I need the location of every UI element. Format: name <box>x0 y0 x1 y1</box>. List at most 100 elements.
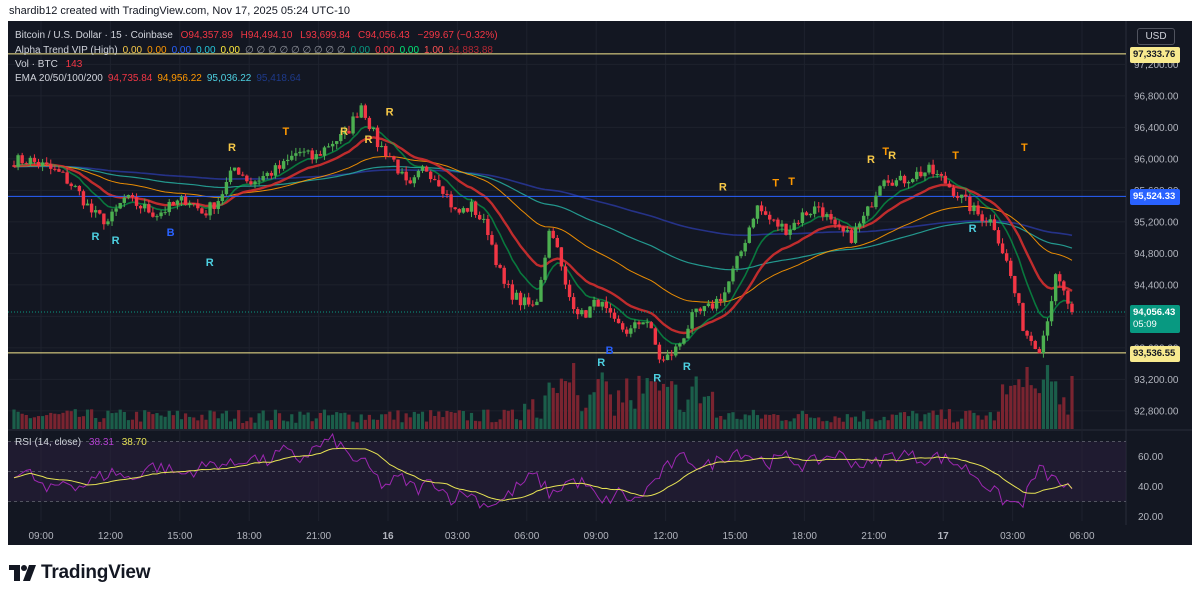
chart-canvas[interactable]: 97,200.0096,800.0096,400.0096,000.0095,6… <box>8 21 1192 545</box>
volume-bar <box>592 392 596 429</box>
candle-body <box>433 179 437 181</box>
volume-bar <box>326 415 331 429</box>
volume-bar <box>298 411 302 429</box>
signal-marker-r: R <box>683 361 691 373</box>
signal-marker-r: R <box>969 223 977 235</box>
candle-body <box>653 328 658 345</box>
candle-body <box>633 322 637 329</box>
legend-rsi[interactable]: RSI (14, close) 38.31 38.70 <box>15 437 152 448</box>
candle-body <box>232 167 237 171</box>
volume-bar <box>1009 385 1013 429</box>
volume-bar <box>1037 393 1041 429</box>
candle-body <box>40 162 45 167</box>
volume-bar <box>400 422 404 429</box>
candle-body <box>588 306 592 318</box>
time-tick-label: 09:00 <box>28 531 53 542</box>
volume-bar <box>890 414 894 429</box>
volume-bar <box>665 386 670 429</box>
candle-body <box>980 214 984 222</box>
ema_values-3: 95,418.64 <box>256 73 301 84</box>
volume-bar <box>392 419 396 429</box>
currency-selector[interactable]: USD <box>1137 28 1175 45</box>
signal-marker-t: T <box>283 126 290 138</box>
alpha-trend-name[interactable]: Alpha Trend VIP (High) <box>15 45 118 56</box>
candle-body <box>792 222 796 230</box>
volume-bar <box>1021 387 1025 429</box>
legend-ema[interactable]: EMA 20/50/100/200 94,735.84 94,956.22 95,03… <box>15 73 311 84</box>
legend-alpha-trend[interactable]: Alpha Trend VIP (High) 0.00 0.00 0.00 0.00 0.… <box>15 45 503 56</box>
volume-bar <box>1005 394 1009 429</box>
candle-body <box>61 171 65 173</box>
volume-bar <box>739 419 743 429</box>
candle-body <box>1053 274 1058 302</box>
candle-body <box>183 196 188 205</box>
candle-body <box>612 312 617 319</box>
candle-body <box>518 292 523 306</box>
candle-body <box>147 204 151 213</box>
alpha_values-6: 0.00 <box>350 45 371 56</box>
price-tick-label: 96,400.00 <box>1134 123 1179 134</box>
volume-bar <box>788 421 792 429</box>
candle-body <box>200 208 204 214</box>
volume-bar <box>792 418 796 429</box>
signal-marker-r: R <box>91 231 99 243</box>
volume-bar <box>196 420 200 429</box>
candle-body <box>379 145 384 148</box>
volume-bar <box>351 421 355 429</box>
candle-body <box>110 211 114 222</box>
signal-marker-t: T <box>772 177 779 189</box>
volume-bar <box>155 413 159 429</box>
candle-body <box>347 130 351 134</box>
candle-body <box>285 159 290 162</box>
candle-body <box>882 180 886 187</box>
volume-bar <box>988 412 992 429</box>
candle-body <box>510 284 515 300</box>
candle-body <box>469 201 474 212</box>
candle-body <box>968 196 972 212</box>
candle-body <box>841 226 845 232</box>
candle-body <box>294 153 298 156</box>
volume-bar <box>527 409 531 429</box>
ema_values-1: 94,956.22 <box>157 73 202 84</box>
volume-bar <box>886 420 890 429</box>
volume-bar <box>130 419 135 429</box>
symbol-name[interactable]: Bitcoin / U.S. Dollar · 15 · Coinbase <box>15 30 173 41</box>
rsi-name[interactable]: RSI (14, close) <box>15 437 82 448</box>
volume-bar <box>518 420 523 429</box>
volume-bar <box>902 412 907 429</box>
alpha_values-1: 0.00 <box>147 45 167 56</box>
price-axis-label: 94,056.43 05:09 <box>1130 304 1180 333</box>
candle-body <box>837 224 841 227</box>
candle-body <box>759 205 764 212</box>
chart-frame[interactable]: 97,200.0096,800.0096,400.0096,000.0095,6… <box>8 21 1192 545</box>
volume-bar <box>94 417 98 429</box>
volume-bar <box>759 418 764 429</box>
alpha_values-3: 0.00 <box>196 45 216 56</box>
volume-bar <box>1058 404 1062 429</box>
candle-body <box>731 268 735 282</box>
legend-volume[interactable]: Vol · BTC 143 <box>15 59 87 70</box>
time-tick-label: 03:00 <box>445 531 470 542</box>
volume-bar <box>45 415 49 429</box>
volume-bar <box>241 422 245 429</box>
volume-bar <box>927 412 931 429</box>
volume-name[interactable]: Vol · BTC <box>15 59 58 70</box>
ema-name[interactable]: EMA 20/50/100/200 <box>15 73 103 84</box>
volume-bar <box>1017 379 1021 429</box>
volume-bar <box>1029 385 1033 429</box>
volume-bar <box>208 410 212 429</box>
volume-bar <box>424 421 429 429</box>
volume-bar <box>968 410 972 429</box>
chart-credit: shardib12 created with TradingView.com, … <box>9 5 350 17</box>
volume-bar <box>911 410 915 429</box>
candle-body <box>28 157 33 165</box>
volume-bar <box>943 418 947 429</box>
candle-body <box>494 244 498 265</box>
ema-50-line <box>13 156 1073 303</box>
volume-bar <box>290 414 294 429</box>
candle-body <box>187 203 192 205</box>
volume-bar <box>404 413 408 429</box>
time-tick-label: 18:00 <box>792 531 817 542</box>
tradingview-logo[interactable]: TradingView <box>9 561 151 585</box>
candle-body <box>482 218 486 220</box>
